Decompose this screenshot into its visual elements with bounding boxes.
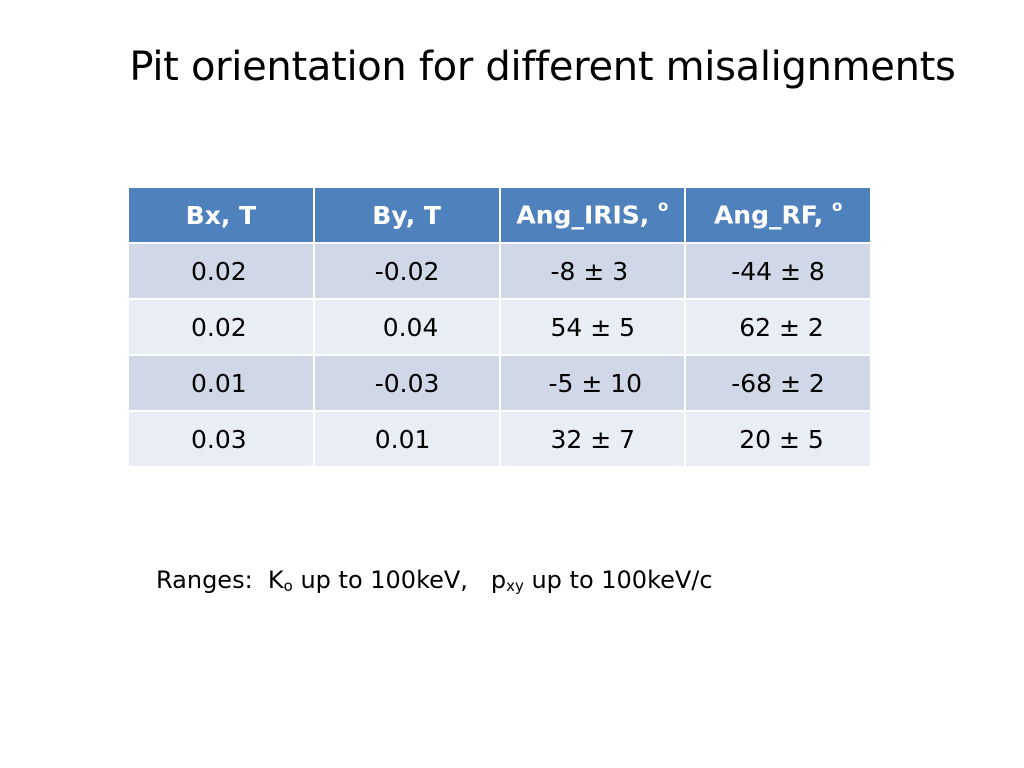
ranges-note: Ranges: Ko up to 100keV, pxy up to 100ke… — [156, 566, 713, 595]
cell-by: 0.04 — [312, 298, 501, 356]
cell-ang-rf: -44 ± 8 — [684, 242, 872, 300]
table-row: 0.03 0.01 32 ± 7 20 ± 5 — [127, 410, 872, 468]
header-by: By, T — [312, 186, 501, 244]
header-bx-label: Bx, T — [185, 200, 257, 230]
cell-ang-rf: 62 ± 2 — [684, 298, 872, 356]
ranges-suffix: up to 100keV/c — [523, 566, 713, 594]
cell-bx: 0.03 — [127, 410, 315, 468]
cell-ang-iris: 54 ± 5 — [498, 298, 687, 356]
header-ang-iris: Ang_IRIS, o — [498, 186, 687, 244]
ranges-prefix: Ranges: K — [156, 566, 284, 594]
header-ang-rf: Ang_RF, o — [684, 186, 872, 244]
header-bx: Bx, T — [127, 186, 315, 244]
cell-ang-iris: 32 ± 7 — [498, 410, 687, 468]
table-header-row: Bx, T By, T Ang_IRIS, o Ang_RF, o — [127, 186, 872, 244]
degree-symbol: o — [658, 197, 669, 216]
header-by-label: By, T — [372, 200, 441, 230]
cell-ang-rf: -68 ± 2 — [684, 354, 872, 412]
header-ang-rf-label: Ang_RF, — [713, 200, 832, 230]
misalignment-table: Bx, T By, T Ang_IRIS, o Ang_RF, o 0.02 -… — [127, 186, 872, 468]
cell-by: 0.01 — [312, 410, 501, 468]
cell-by: -0.03 — [312, 354, 501, 412]
table-row: 0.02 -0.02 -8 ± 3 -44 ± 8 — [127, 242, 872, 300]
degree-symbol: o — [832, 197, 843, 216]
cell-bx: 0.01 — [127, 354, 315, 412]
k-subscript: o — [283, 577, 293, 595]
table-row: 0.01 -0.03 -5 ± 10 -68 ± 2 — [127, 354, 872, 412]
cell-ang-rf: 20 ± 5 — [684, 410, 872, 468]
table-row: 0.02 0.04 54 ± 5 62 ± 2 — [127, 298, 872, 356]
cell-ang-iris: -5 ± 10 — [498, 354, 687, 412]
header-ang-iris-label: Ang_IRIS, — [516, 200, 659, 230]
p-subscript: xy — [506, 577, 524, 595]
slide-title: Pit orientation for different misalignme… — [129, 44, 956, 90]
cell-bx: 0.02 — [127, 298, 315, 356]
cell-ang-iris: -8 ± 3 — [498, 242, 687, 300]
cell-bx: 0.02 — [127, 242, 315, 300]
cell-by: -0.02 — [312, 242, 501, 300]
ranges-middle: up to 100keV, p — [292, 566, 507, 594]
